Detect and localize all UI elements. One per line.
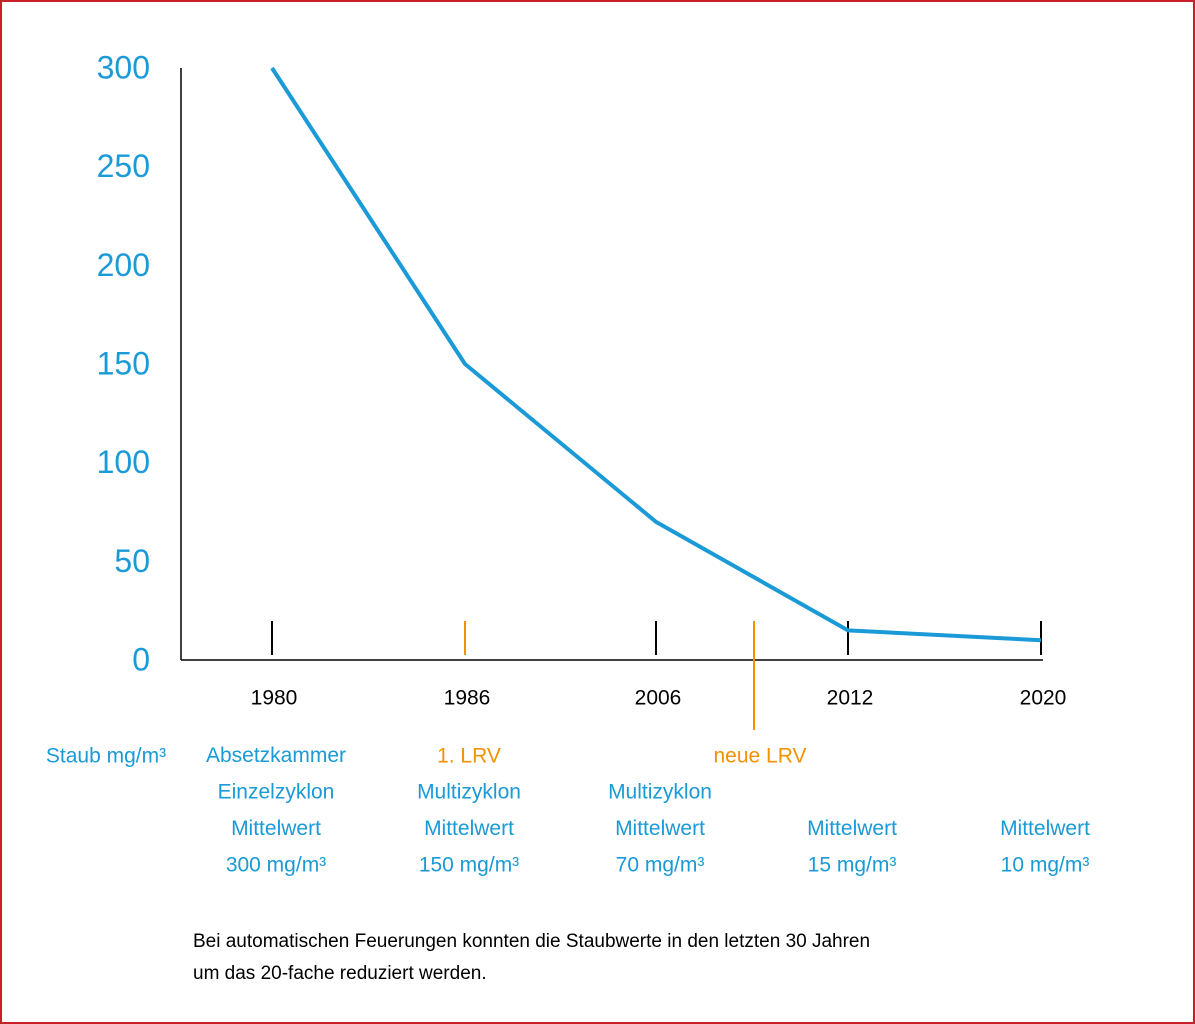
x-tick-label: 1980 <box>251 687 298 710</box>
description: Absetzkammer <box>206 744 346 767</box>
y-tick-label: 200 <box>97 247 150 283</box>
description: Mittelwert <box>1000 817 1090 840</box>
y-tick-label: 0 <box>132 641 150 677</box>
y-tick-label: 50 <box>114 543 150 579</box>
description: 150 mg/m³ <box>419 854 519 877</box>
x-tick-label: 2006 <box>635 687 682 710</box>
note: Bei automatischen Feuerungen konnten die… <box>193 931 870 952</box>
y-tick-label: 100 <box>97 444 150 480</box>
description: 300 mg/m³ <box>226 854 326 877</box>
description: 10 mg/m³ <box>1001 854 1090 877</box>
y-tick-label: 250 <box>97 148 150 184</box>
description: 15 mg/m³ <box>808 854 897 877</box>
x-tick-label: 1986 <box>444 687 491 710</box>
description: Mittelwert <box>231 817 321 840</box>
description: Einzelzyklon <box>218 781 335 804</box>
description: Multizyklon <box>417 781 521 804</box>
description: Mittelwert <box>424 817 514 840</box>
description: Multizyklon <box>608 781 712 804</box>
y-tick-label: 300 <box>97 49 150 85</box>
y-axis-label: Staub mg/m³ <box>46 745 166 768</box>
marker-label: 1. LRV <box>437 745 501 768</box>
description: 70 mg/m³ <box>616 854 705 877</box>
x-tick-label: 2020 <box>1020 687 1067 710</box>
description: Mittelwert <box>807 817 897 840</box>
x-tick-label: 2012 <box>827 687 874 710</box>
marker-label: neue LRV <box>713 745 806 768</box>
data-line <box>270 66 1042 643</box>
note: um das 20-fache reduziert werden. <box>193 963 487 984</box>
description: Mittelwert <box>615 817 705 840</box>
y-tick-label: 150 <box>97 345 150 381</box>
